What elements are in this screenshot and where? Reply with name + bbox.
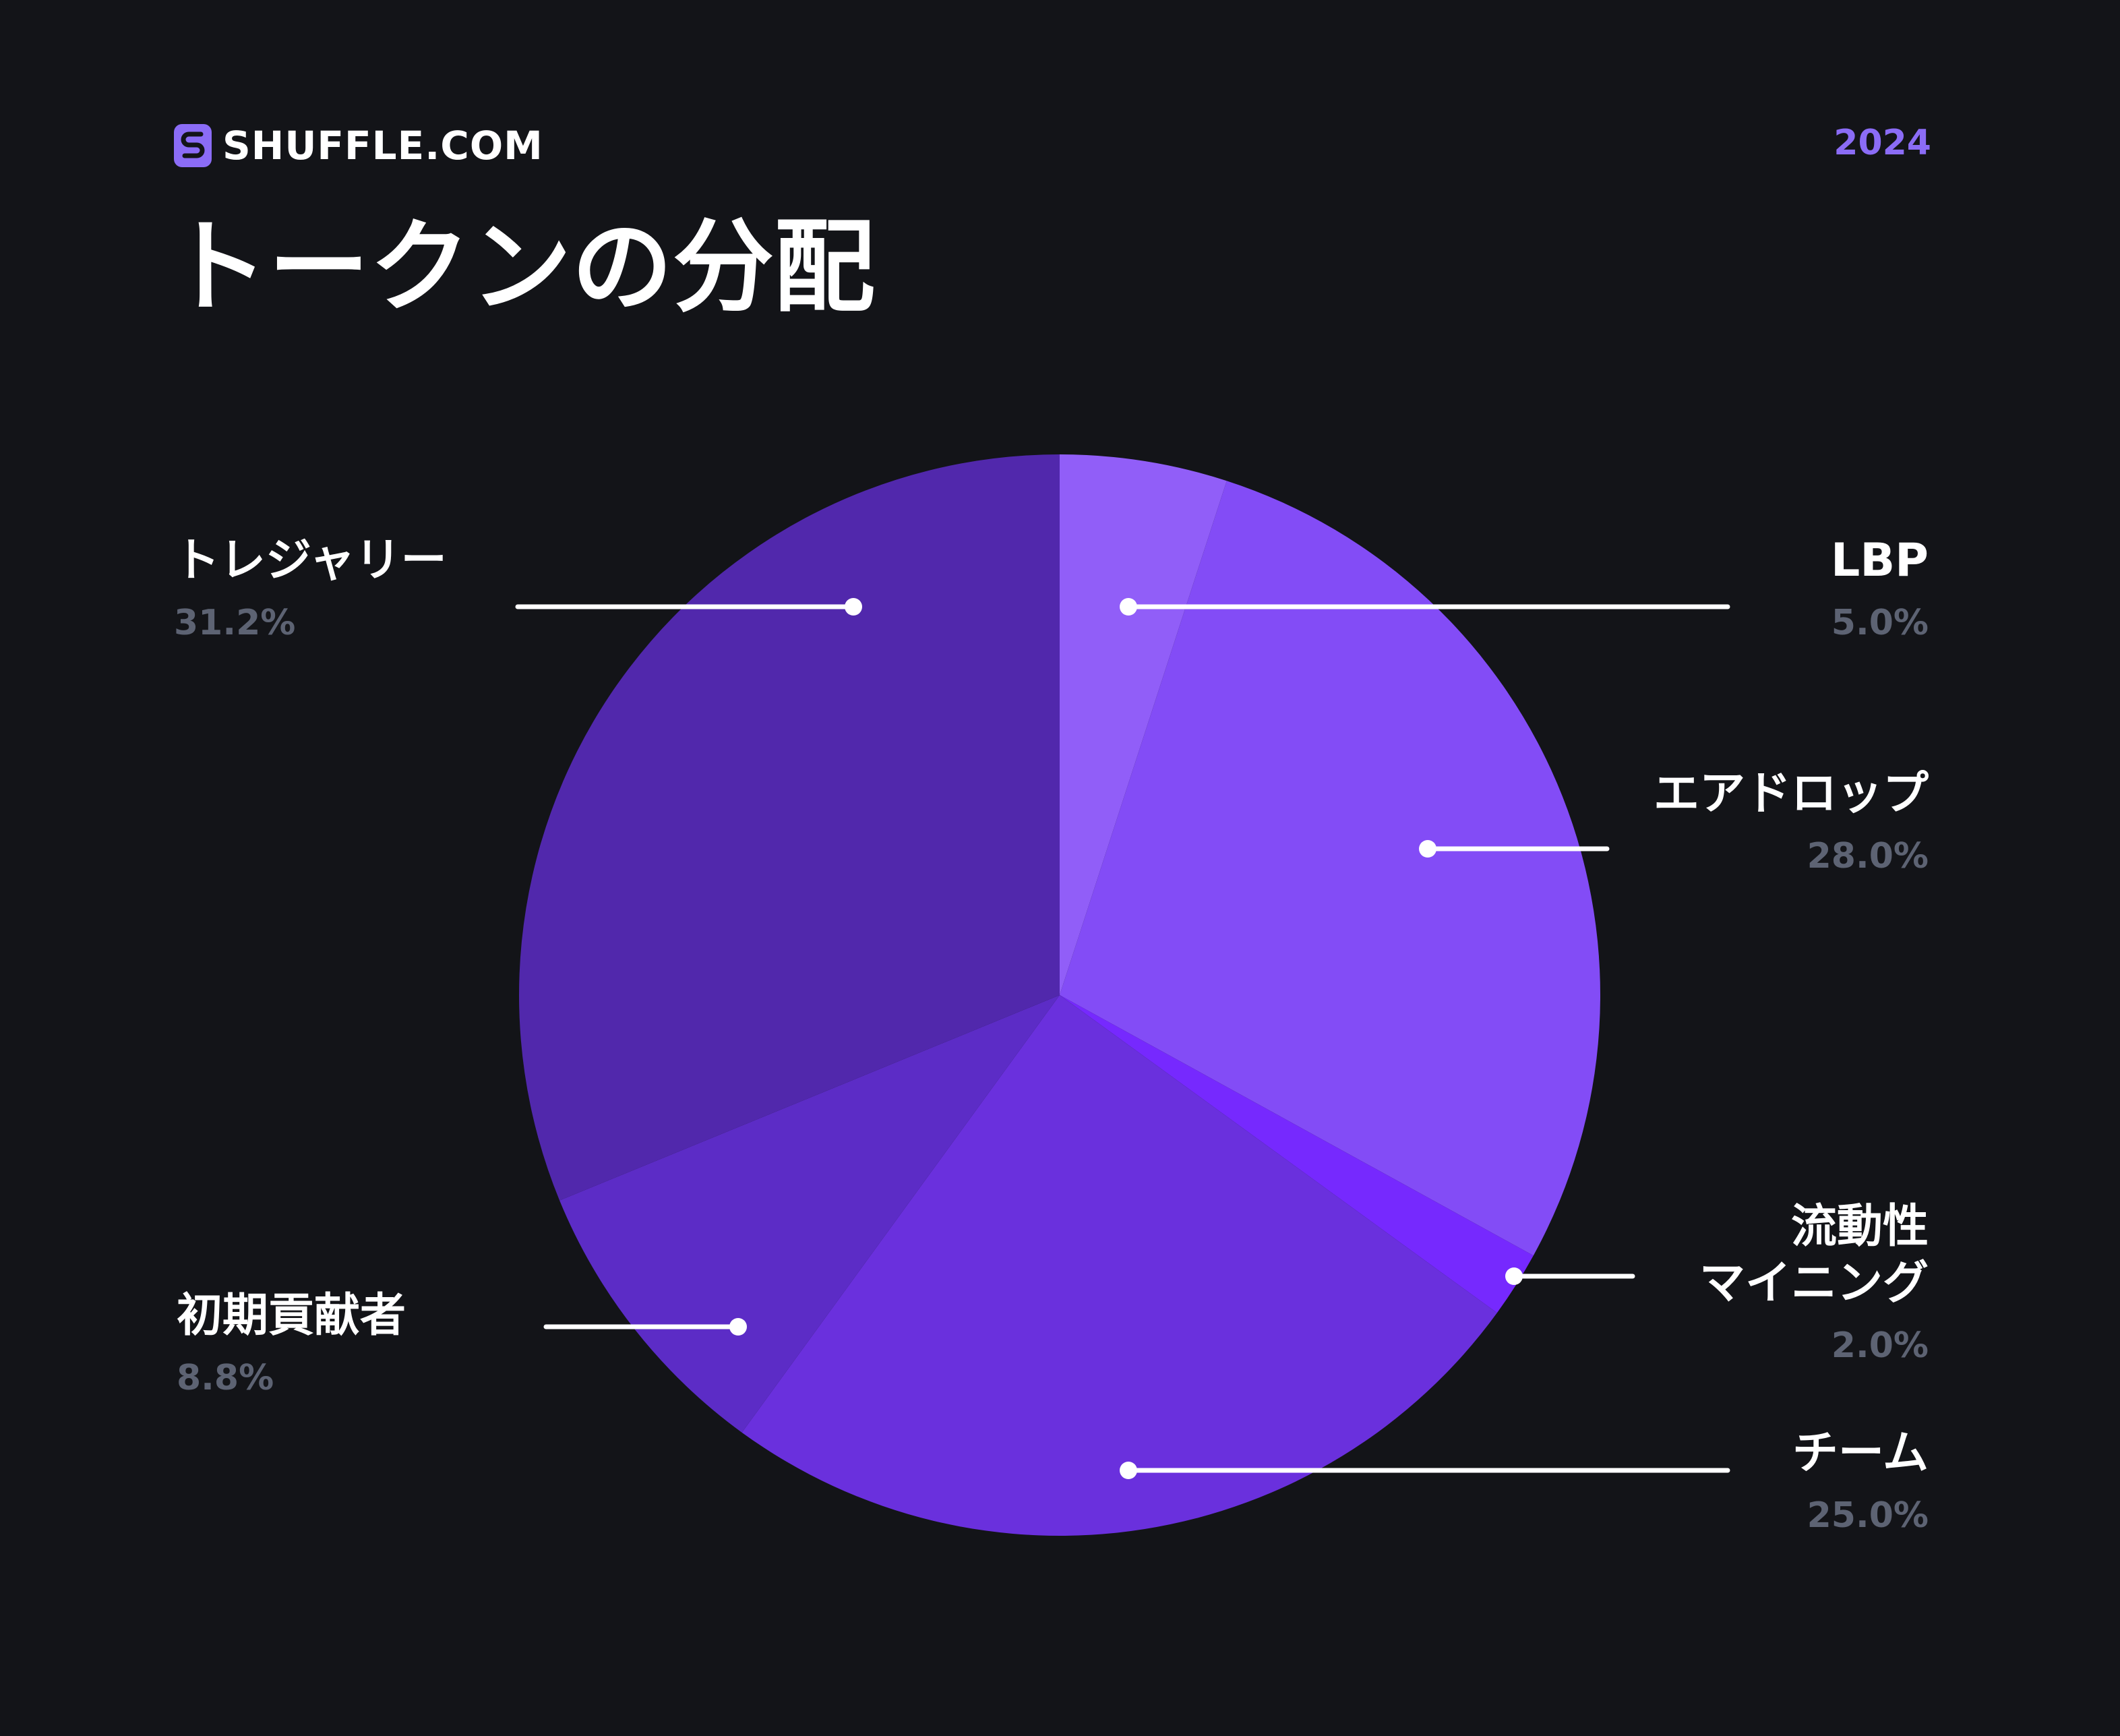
leader-dot-liquidity-mining <box>1505 1267 1523 1285</box>
leader-dot-early-contributors <box>729 1318 747 1336</box>
slice-liquidity-mining <box>1060 995 1534 1313</box>
slice-percent-airdrop: 28.0% <box>1807 836 1929 876</box>
slice-percent-liquidity-mining: 2.0% <box>1831 1325 1929 1366</box>
slice-label-early-contributors: 初期貢献者 8.8% <box>177 1288 406 1400</box>
slice-early-contributors <box>559 995 1060 1433</box>
slice-name-early-contributors: 初期貢献者 <box>177 1289 406 1342</box>
slice-label-liquidity-mining: 流動性 マイニング 2.0% <box>1699 1199 1929 1367</box>
slice-percent-lbp: 5.0% <box>1831 603 1929 643</box>
leader-dot-airdrop <box>1419 840 1436 858</box>
slice-name-treasury: トレジャリー <box>174 534 447 587</box>
leader-dot-treasury <box>845 598 862 616</box>
brand-name: SHUFFLE.COM <box>222 123 543 169</box>
slice-treasury <box>519 454 1060 1201</box>
slice-name-liquidity-mining-line1: 流動性 <box>1790 1200 1929 1253</box>
slice-name-lbp: LBP <box>1831 534 1929 587</box>
brand-logo: SHUFFLE.COM <box>174 124 543 167</box>
shuffle-logo-icon <box>174 124 212 167</box>
slice-name-liquidity-mining-line2: マイニング <box>1699 1257 1929 1310</box>
slice-percent-treasury: 31.2% <box>174 603 296 643</box>
slice-lbp <box>1060 454 1227 995</box>
slice-percent-team: 25.0% <box>1807 1495 1929 1536</box>
slice-label-lbp: LBP 5.0% <box>1831 533 1929 645</box>
slice-label-treasury: トレジャリー 31.2% <box>174 533 447 645</box>
slice-name-airdrop: エアドロップ <box>1653 767 1929 820</box>
slice-percent-early-contributors: 8.8% <box>177 1358 274 1398</box>
year-label: 2024 <box>1834 123 1931 163</box>
slice-label-team: チーム 25.0% <box>1792 1425 1929 1537</box>
slice-label-airdrop: エアドロップ 28.0% <box>1654 766 1929 878</box>
slice-name-team: チーム <box>1792 1427 1929 1480</box>
slice-team <box>741 995 1497 1536</box>
leader-dot-team <box>1120 1462 1137 1479</box>
slice-airdrop <box>1060 481 1601 1256</box>
chart-title: トークンの分配 <box>167 209 876 326</box>
leader-dot-lbp <box>1120 598 1137 616</box>
